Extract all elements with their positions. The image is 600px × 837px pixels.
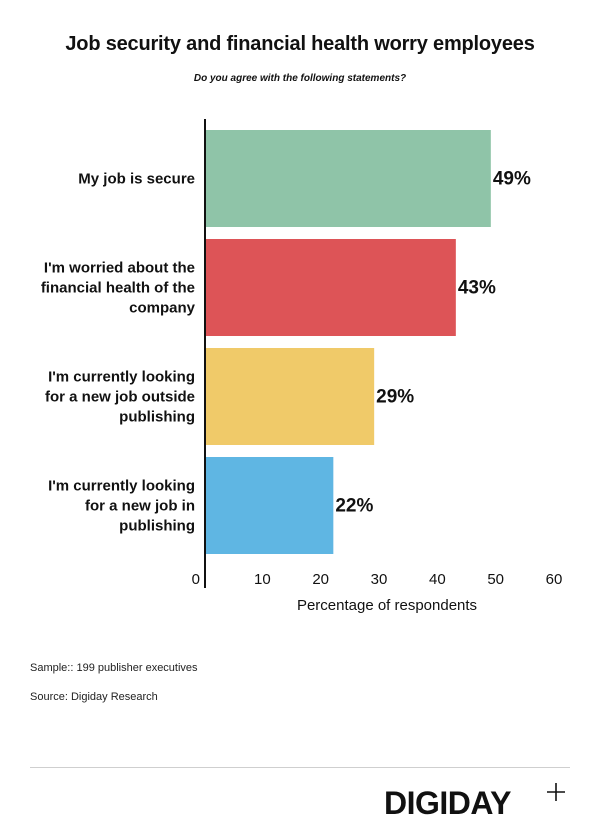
category-label-4: I'm currently looking for a new job in pub… (48, 478, 195, 535)
chart-subtitle: Do you agree with the following statemen… (193, 73, 407, 84)
x-tick-label-50: 50 (487, 571, 504, 588)
bar-3 (205, 348, 375, 445)
chart-title: Job security and financial health worry … (65, 33, 535, 55)
value-label-3: 29% (376, 387, 414, 408)
source-note: Source: Digiday Research (30, 691, 158, 703)
bar-1 (205, 130, 491, 227)
x-tick-label-20: 20 (312, 571, 329, 588)
value-label-4: 22% (335, 496, 373, 517)
plus-icon (547, 783, 565, 801)
x-tick-label-30: 30 (371, 571, 388, 588)
bar-chart: 49% My job is secure 43% I'm worried about … (41, 119, 563, 614)
value-label-1: 49% (493, 169, 531, 190)
category-label-2: I'm worried about the financial health of… (41, 260, 196, 317)
footer-divider (30, 767, 570, 768)
bar-4 (205, 457, 334, 554)
x-tick-label-0: 0 (192, 571, 200, 588)
value-label-2: 43% (458, 278, 496, 299)
x-tick-label-60: 60 (546, 571, 563, 588)
digiday-logo: DIGIDAY (384, 783, 574, 823)
sample-note: Sample:: 199 publisher executives (30, 662, 198, 674)
category-label-3: I'm currently looking for a new job outsi… (45, 369, 195, 426)
x-tick-label-10: 10 (254, 571, 271, 588)
x-axis-title: Percentage of respondents (297, 597, 477, 614)
x-tick-label-40: 40 (429, 571, 446, 588)
bar-2 (205, 239, 456, 336)
logo-text: DIGIDAY (384, 785, 511, 821)
category-label-1: My job is secure (78, 171, 195, 188)
